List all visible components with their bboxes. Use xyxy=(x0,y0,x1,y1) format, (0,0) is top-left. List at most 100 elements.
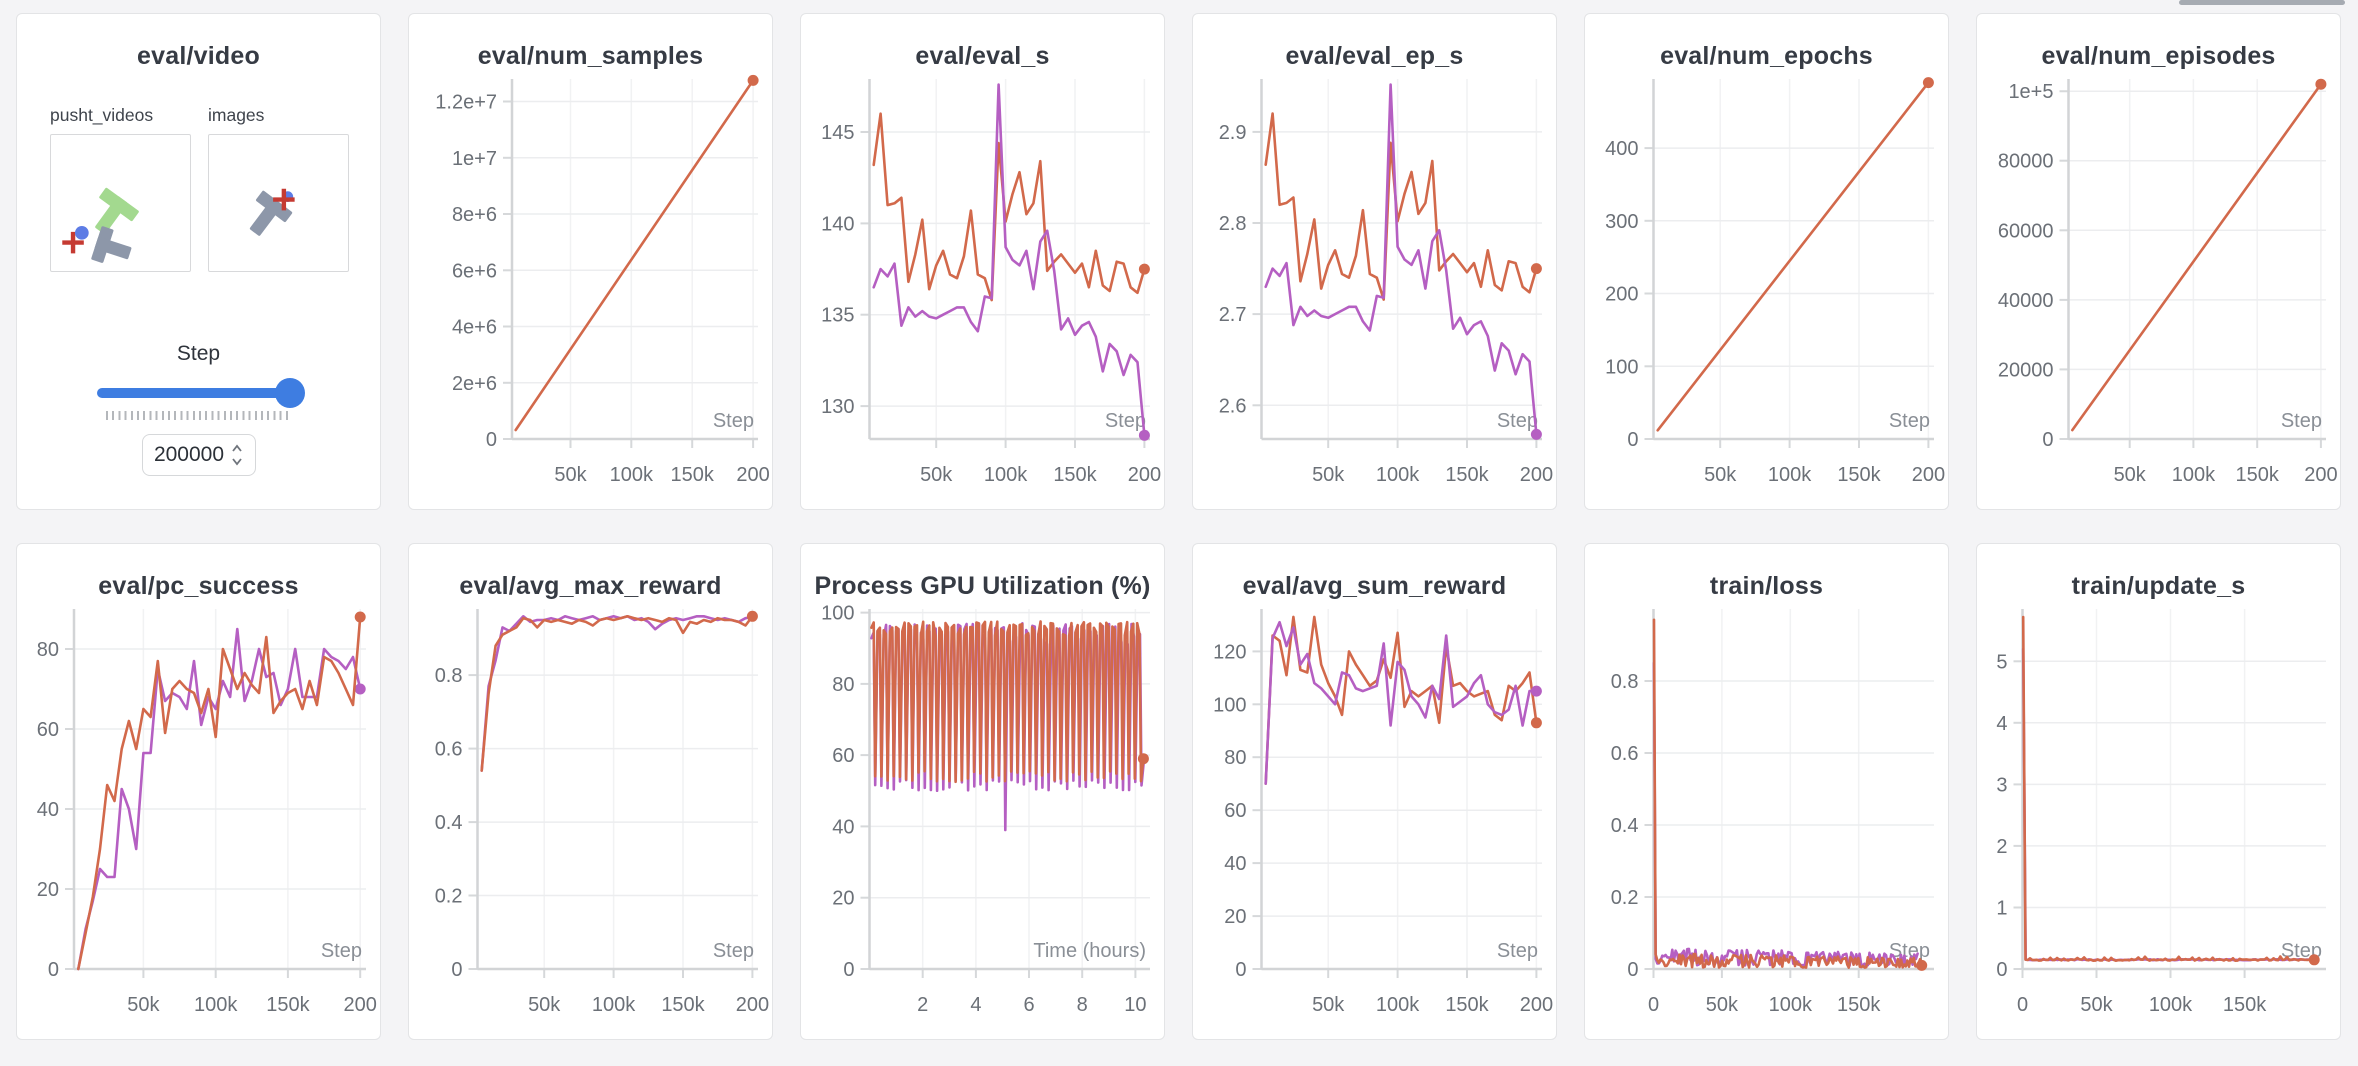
svg-text:150k: 150k xyxy=(2223,994,2267,1016)
svg-text:2: 2 xyxy=(917,994,928,1016)
svg-text:40: 40 xyxy=(1224,853,1246,875)
svg-text:0: 0 xyxy=(2017,994,2028,1016)
chart-title: Process GPU Utilization (%) xyxy=(814,572,1151,600)
line-chart[interactable]: 0 20 40 60 80 50k 100k 150k 200 Step xyxy=(17,601,380,1031)
line-chart[interactable]: 0 100 200 300 400 50k 100k 150k 200 Step xyxy=(1585,71,1948,501)
svg-text:4: 4 xyxy=(970,994,981,1016)
svg-text:Step: Step xyxy=(2281,410,2322,432)
chart-panel-eval-pc-success: eval/pc_success 0 20 40 60 80 50k 100k 150k 200 S… xyxy=(16,543,381,1040)
svg-text:1: 1 xyxy=(1996,898,2007,920)
images-thumbnail[interactable] xyxy=(208,134,349,272)
svg-text:0: 0 xyxy=(2042,429,2053,451)
thumbnail-captions: pusht_videos images xyxy=(50,105,380,126)
line-chart[interactable]: 2.6 2.7 2.8 2.9 50k 100k 150k 200 Step xyxy=(1193,71,1556,501)
svg-text:100k: 100k xyxy=(1376,464,1420,486)
line-chart[interactable]: 0 1 2 3 4 5 0 50k 100k 150k Step xyxy=(1977,601,2340,1031)
svg-text:3: 3 xyxy=(1996,774,2007,796)
svg-text:2.7: 2.7 xyxy=(1219,304,1247,326)
step-slider-thumb[interactable] xyxy=(275,378,305,408)
step-slider[interactable] xyxy=(97,378,305,408)
svg-text:80: 80 xyxy=(37,639,59,661)
chart-title: eval/num_epochs xyxy=(1660,42,1873,70)
pusht-scene-graphic xyxy=(62,187,139,263)
line-chart[interactable]: 0 20 40 60 80 100 2 4 6 8 10 Time (hours) xyxy=(801,601,1164,1031)
chart-title: train/loss xyxy=(1709,572,1824,600)
chart-title: eval/num_episodes xyxy=(2041,42,2276,70)
chart-title: eval/pc_success xyxy=(98,572,299,600)
svg-text:0: 0 xyxy=(451,959,462,981)
svg-text:200: 200 xyxy=(1520,464,1553,486)
svg-text:300: 300 xyxy=(1605,211,1638,233)
svg-text:150k: 150k xyxy=(661,994,705,1016)
svg-text:Step: Step xyxy=(713,940,754,962)
svg-text:0: 0 xyxy=(1627,959,1638,981)
chart-title: eval/eval_s xyxy=(915,42,1050,70)
stepper-arrows-icon[interactable] xyxy=(231,442,243,468)
svg-text:20: 20 xyxy=(1224,906,1246,928)
svg-text:0: 0 xyxy=(1996,959,2007,981)
chart-title: eval/avg_max_reward xyxy=(459,572,722,600)
svg-text:Step: Step xyxy=(1105,410,1146,432)
chart-panel-eval-num-epochs: eval/num_epochs 0 100 200 300 400 50k 100k 150k… xyxy=(1584,13,1949,510)
svg-text:0.2: 0.2 xyxy=(435,886,463,908)
pusht-video-thumbnail[interactable] xyxy=(50,134,191,272)
svg-text:80000: 80000 xyxy=(1998,151,2054,173)
chart-title: eval/avg_sum_reward xyxy=(1242,572,1507,600)
svg-text:6e+6: 6e+6 xyxy=(452,260,497,282)
line-chart[interactable]: 0 0.2 0.4 0.6 0.8 50k 100k 150k 200 Step xyxy=(409,601,772,1031)
chart-panel-train-update-s: train/update_s 0 1 2 3 4 5 0 50k 100k 150k Step xyxy=(1976,543,2341,1040)
svg-text:200: 200 xyxy=(344,994,377,1016)
svg-text:40: 40 xyxy=(37,799,59,821)
chart-panel-train-loss: train/loss 0 0.2 0.4 0.6 0.8 0 50k 100k 150k Step xyxy=(1584,543,1949,1040)
svg-text:200: 200 xyxy=(736,464,769,486)
svg-text:4: 4 xyxy=(1996,713,2007,735)
svg-text:Step: Step xyxy=(321,940,362,962)
svg-text:150k: 150k xyxy=(1837,464,1881,486)
svg-text:60: 60 xyxy=(1224,800,1246,822)
thumbnail-caption: pusht_videos xyxy=(50,105,154,125)
step-value: 200000 xyxy=(153,443,225,466)
line-chart[interactable]: 0 0.2 0.4 0.6 0.8 0 50k 100k 150k Step xyxy=(1585,601,1948,1031)
line-chart[interactable]: 0 2e+6 4e+6 6e+6 8e+6 1e+7 1.2e+7 50k 100k 150k 20… xyxy=(409,71,772,501)
svg-text:Time (hours): Time (hours) xyxy=(1033,940,1146,962)
line-chart[interactable]: 0 20 40 60 80 100 120 50k 100k 150k 200 Step xyxy=(1193,601,1556,1031)
svg-text:40: 40 xyxy=(832,816,854,838)
step-slider-track[interactable] xyxy=(97,388,300,398)
svg-text:100k: 100k xyxy=(610,464,654,486)
chart-panel-eval-avg-sum-reward: eval/avg_sum_reward 0 20 40 60 80 100 120 50k 10… xyxy=(1192,543,1557,1040)
svg-text:100: 100 xyxy=(1605,356,1638,378)
svg-text:200: 200 xyxy=(1128,464,1161,486)
svg-text:80: 80 xyxy=(832,674,854,696)
agent-dot xyxy=(75,225,89,240)
chart-title: train/update_s xyxy=(2071,572,2246,600)
svg-text:200: 200 xyxy=(1520,994,1553,1016)
svg-text:2e+6: 2e+6 xyxy=(452,373,497,395)
svg-text:0.6: 0.6 xyxy=(1611,743,1639,765)
svg-text:150k: 150k xyxy=(1053,464,1097,486)
svg-text:0: 0 xyxy=(1235,959,1246,981)
horizontal-scrollbar[interactable] xyxy=(2179,0,2345,5)
svg-text:200: 200 xyxy=(1605,284,1638,306)
svg-text:60: 60 xyxy=(832,745,854,767)
svg-text:20: 20 xyxy=(37,879,59,901)
svg-text:120: 120 xyxy=(1213,641,1246,663)
svg-text:100k: 100k xyxy=(1376,994,1420,1016)
line-chart[interactable]: 130 135 140 145 50k 100k 150k 200 Step xyxy=(801,71,1164,501)
svg-text:0.4: 0.4 xyxy=(435,812,463,834)
svg-text:150k: 150k xyxy=(1837,994,1881,1016)
chart-panel-eval-eval-ep-s: eval/eval_ep_s 2.6 2.7 2.8 2.9 50k 100k 150k 20… xyxy=(1192,13,1557,510)
svg-text:Step: Step xyxy=(1889,410,1930,432)
svg-text:0: 0 xyxy=(1648,994,1659,1016)
svg-text:150k: 150k xyxy=(1445,994,1489,1016)
line-chart[interactable]: 0 20000 40000 60000 80000 1e+5 50k 100k 150k 200 S… xyxy=(1977,71,2340,501)
svg-text:20: 20 xyxy=(832,888,854,910)
svg-text:150k: 150k xyxy=(671,464,715,486)
chart-panel-eval-avg-max-reward: eval/avg_max_reward 0 0.2 0.4 0.6 0.8 50k 100k… xyxy=(408,543,773,1040)
chart-panel-process-gpu-utilization: Process GPU Utilization (%) 0 20 40 60 80 100… xyxy=(800,543,1165,1040)
svg-text:50k: 50k xyxy=(1312,464,1345,486)
svg-text:Step: Step xyxy=(1889,940,1930,962)
step-number-input[interactable]: 200000 xyxy=(141,434,256,476)
thumbnail-row xyxy=(50,134,380,272)
chart-panel-eval-num-episodes: eval/num_episodes 0 20000 40000 60000 80000 1… xyxy=(1976,13,2341,510)
svg-text:150k: 150k xyxy=(2236,464,2280,486)
